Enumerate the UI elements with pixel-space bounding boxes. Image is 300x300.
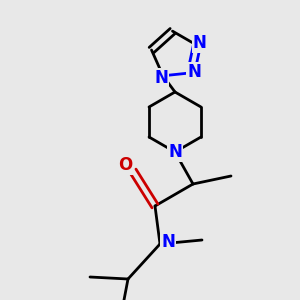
Text: N: N xyxy=(154,69,168,87)
Text: N: N xyxy=(187,63,201,81)
Text: N: N xyxy=(193,34,207,52)
Text: N: N xyxy=(168,143,182,161)
Text: O: O xyxy=(118,156,132,174)
Text: N: N xyxy=(161,233,175,251)
